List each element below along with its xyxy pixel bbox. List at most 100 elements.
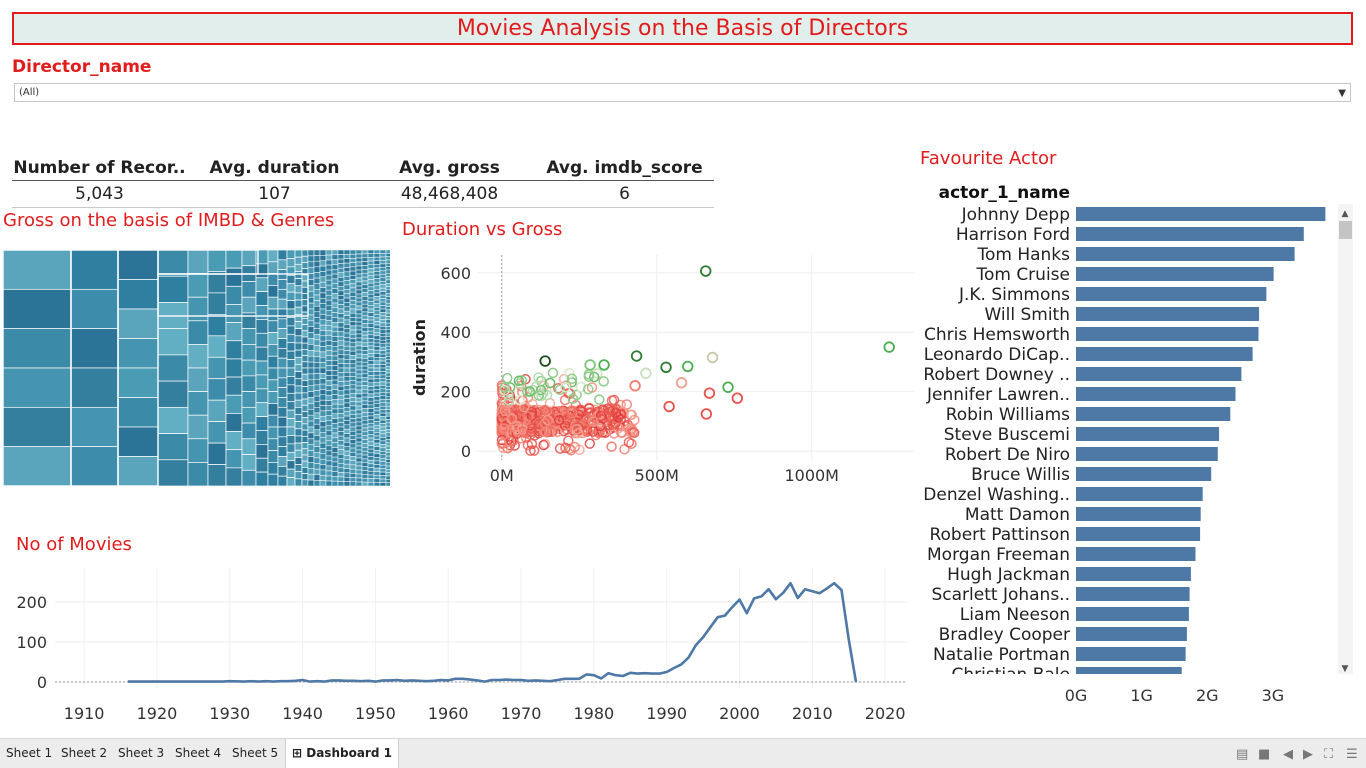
treemap-cell: [325, 465, 333, 472]
treemap-cell: [355, 285, 363, 291]
treemap-cell: [207, 356, 227, 380]
treemap-cell: [337, 372, 345, 378]
treemap-cell: [385, 399, 390, 404]
tab-sheet-1[interactable]: Sheet 1: [6, 746, 53, 760]
scroll-up-icon[interactable]: ▲: [1342, 209, 1349, 219]
treemap-cell: [313, 378, 321, 386]
tab-sheet-5[interactable]: Sheet 5: [232, 746, 279, 760]
chevron-down-icon[interactable]: ▼: [1338, 88, 1346, 99]
treemap-cell: [361, 454, 369, 460]
treemap-cell: [379, 416, 387, 421]
treemap-cell: [294, 356, 303, 365]
treemap-cell: [319, 399, 327, 406]
treemap-cell: [225, 340, 243, 360]
treemap-cell: [337, 408, 345, 414]
treemap-cell: [373, 253, 381, 258]
bar-category-label: J.K. Simmons: [958, 285, 1070, 305]
treemap-cell: [349, 371, 357, 377]
director-filter-dropdown[interactable]: (All) ▼: [14, 83, 1351, 102]
treemap-cell: [367, 400, 375, 406]
treemap-cell: [367, 353, 375, 358]
treemap-cell: [343, 385, 351, 391]
treemap-cell: [337, 413, 345, 419]
treemap-cell: [385, 279, 390, 284]
scroll-down-icon[interactable]: ▼: [1342, 664, 1349, 674]
scatter-point: [573, 422, 584, 433]
treemap-cell: [367, 271, 375, 277]
treemap-cell: [355, 405, 363, 411]
scatter-x-tick-label: 0M: [490, 466, 514, 485]
treemap-cell: [385, 326, 390, 331]
grid-view-icon[interactable]: ▤: [1236, 747, 1249, 762]
treemap-cell: [117, 279, 159, 310]
treemap-cell: [325, 380, 333, 386]
treemap-cell: [349, 329, 357, 335]
treemap-cell: [286, 468, 296, 478]
scatter-point: [675, 377, 688, 389]
treemap-cell: [367, 260, 375, 266]
treemap-cell: [349, 456, 357, 461]
treemap-cell: [373, 471, 381, 476]
fullscreen-icon[interactable]: ⛶: [1324, 747, 1334, 762]
treemap-cell: [331, 447, 339, 453]
menu-icon[interactable]: ☰: [1346, 747, 1358, 762]
treemap-cell: [301, 336, 309, 344]
treemap-cell: [379, 353, 387, 358]
treemap-cell: [373, 482, 381, 486]
treemap-cell: [367, 419, 375, 424]
treemap-cell: [277, 338, 288, 349]
line-chart-title: No of Movies: [16, 534, 132, 555]
treemap-cell: [385, 372, 390, 377]
treemap-cell: [331, 293, 339, 299]
treemap-cell: [307, 397, 315, 404]
treemap-cell: [361, 404, 369, 409]
treemap-cell: [361, 288, 369, 293]
treemap-cell: [373, 250, 381, 254]
previous-sheet-icon[interactable]: ◀: [1283, 747, 1293, 762]
treemap-cell: [337, 317, 345, 323]
treemap-cell: [385, 402, 390, 407]
treemap-cell: [349, 250, 357, 255]
treemap-cell: [379, 419, 387, 424]
treemap-cell: [343, 289, 351, 294]
treemap-cell: [343, 442, 351, 447]
treemap-cell: [373, 306, 381, 312]
treemap-cell: [225, 413, 243, 432]
treemap-cell: [367, 375, 375, 380]
treemap-cell: [355, 393, 363, 399]
treemap-cell: [319, 271, 327, 278]
treemap-cell: [3, 446, 72, 486]
treemap-cell: [355, 401, 363, 407]
treemap-cell: [331, 341, 339, 347]
scatter-point: [700, 265, 712, 277]
filmstrip-view-icon[interactable]: ■: [1258, 747, 1271, 762]
treemap-cell: [379, 343, 387, 348]
treemap-cell: [331, 418, 339, 424]
treemap-cell: [294, 292, 303, 301]
scatter-point: [569, 441, 580, 453]
duration-vs-gross-scatter[interactable]: 0 200 400 600 0M 500M 1000M duration: [400, 245, 920, 495]
scrollbar-thumb[interactable]: [1339, 221, 1352, 239]
tab-sheet-3[interactable]: Sheet 3: [118, 746, 165, 760]
treemap-cell: [361, 338, 369, 344]
tab-sheet-2[interactable]: Sheet 2: [61, 746, 108, 760]
treemap-cell: [286, 409, 296, 419]
tab-sheet-4[interactable]: Sheet 4: [175, 746, 222, 760]
movies-per-year-line-chart[interactable]: 0 100 200 1910 1920 1930 1940 1950 1960 1970 1980 1…: [0, 560, 915, 735]
gross-treemap[interactable]: [3, 250, 390, 486]
next-sheet-icon[interactable]: ▶: [1303, 747, 1313, 762]
treemap-cell: [241, 422, 257, 440]
treemap-cell: [361, 481, 369, 486]
treemap-cell: [313, 446, 321, 453]
treemap-cell: [187, 320, 209, 345]
treemap-cell: [373, 464, 381, 469]
treemap-cell: [349, 312, 357, 318]
treemap-cell: [379, 339, 387, 344]
treemap-cell: [373, 289, 381, 294]
treemap-cell: [319, 265, 327, 272]
scrollbar-track[interactable]: [1338, 204, 1353, 674]
treemap-cell: [349, 439, 357, 445]
treemap-cell: [385, 422, 390, 427]
tab-dashboard-1[interactable]: ⊞ Dashboard 1: [285, 739, 399, 768]
